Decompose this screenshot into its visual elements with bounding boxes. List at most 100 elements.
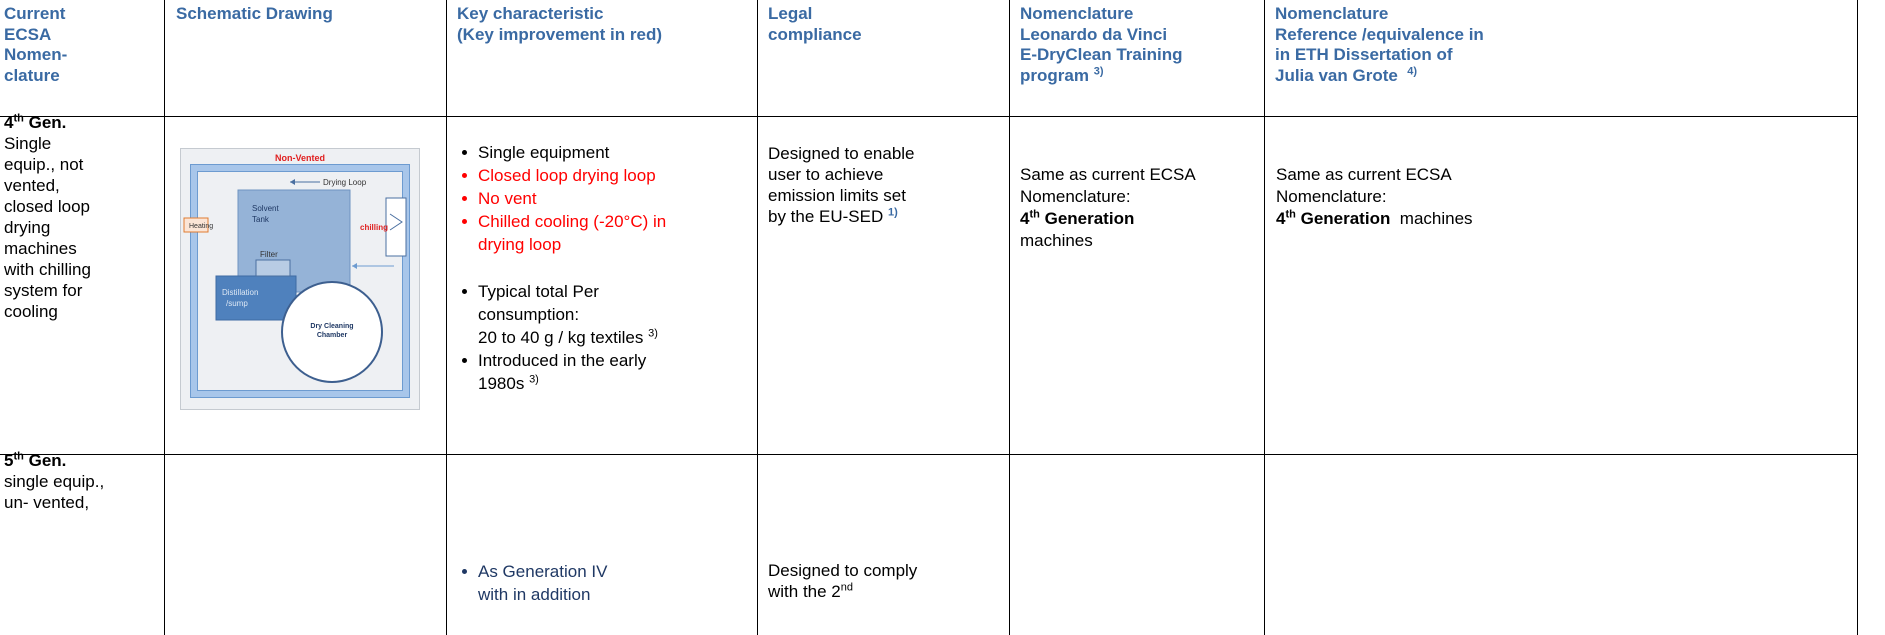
superscript: th xyxy=(1285,208,1296,221)
bullet-line: 20 to 40 g / kg textiles 3) xyxy=(478,326,753,349)
bullet-line: consumption: xyxy=(478,303,753,326)
bullet-item: Chilled cooling (-20°C) in drying loop xyxy=(458,210,753,256)
header-text: Nomen- xyxy=(4,45,68,64)
nomenclature-text: Same as current ECSA xyxy=(1020,165,1196,184)
drawing-label: Heating xyxy=(189,223,213,230)
column-border xyxy=(446,0,447,635)
footnote-ref: 4) xyxy=(1407,64,1418,77)
description-text: equip., not xyxy=(4,155,84,174)
header-text: in ETH Dissertation of xyxy=(1275,45,1453,64)
header-cell: Nomenclature Reference /equivalence in i… xyxy=(1275,4,1850,86)
drying-loop-edge xyxy=(190,164,410,398)
header-text: Current xyxy=(4,4,66,23)
description-text: single equip., xyxy=(4,472,105,491)
bullet-text: Chilled cooling (-20°C) in xyxy=(478,212,667,231)
legal-text: with the 2 xyxy=(768,582,841,601)
characteristics-cell: As Generation IV with in addition xyxy=(458,560,753,606)
drawing-label: Tank xyxy=(252,215,270,224)
header-text: compliance xyxy=(768,24,862,44)
bullet-line: Chilled cooling (-20°C) in xyxy=(478,210,753,233)
bullet-line: Typical total Per xyxy=(478,280,753,303)
footnote-ref: 3) xyxy=(648,327,658,340)
header-text: Leonardo da Vinci xyxy=(1020,24,1168,44)
bullet-text: Introduced in the early xyxy=(478,351,647,370)
drawing-label: /sump xyxy=(226,299,248,308)
description-text: Single xyxy=(4,134,52,153)
description-text: closed loop xyxy=(4,197,91,216)
header-cell: Nomenclature Leonardo da Vinci E-DryClea… xyxy=(1020,4,1260,86)
bullet-text: consumption: xyxy=(478,305,580,324)
generation-number: 4 xyxy=(1276,209,1286,228)
footnote-ref: 3) xyxy=(529,373,539,386)
header-text: Schematic Drawing xyxy=(176,4,333,23)
footnote-ref: 3) xyxy=(1093,64,1104,77)
bullet-item: Introduced in the early 1980s 3) xyxy=(458,349,753,395)
description-text: cooling xyxy=(4,302,58,321)
superscript: th xyxy=(13,450,24,463)
bullet-line: No vent xyxy=(478,187,753,210)
bullet-item: No vent xyxy=(458,187,753,210)
drawing-title: Non-Vented xyxy=(275,153,325,163)
superscript: th xyxy=(1029,208,1040,221)
generation-number: 4 xyxy=(4,113,14,132)
header-text: Legal xyxy=(768,4,813,23)
generation-label: Generation xyxy=(1300,209,1391,228)
row-border xyxy=(0,454,1858,455)
distillation-sump xyxy=(215,275,297,321)
bullet-line: with in addition xyxy=(478,583,753,606)
nomenclature-text: Nomenclature: xyxy=(1276,187,1387,206)
nomenclature-text: Nomenclature: xyxy=(1020,187,1131,206)
arrow-head xyxy=(290,179,295,185)
header-text: clature xyxy=(4,65,60,85)
column-border xyxy=(1857,0,1858,635)
generation-cell: 5th Gen. single equip., un- vented, xyxy=(4,450,159,513)
legal-cell: Designed to comply with the 2nd xyxy=(768,560,1003,602)
chiller xyxy=(385,197,407,257)
cleaning-chamber xyxy=(281,281,383,383)
bullet-item: Single equipment xyxy=(458,141,753,164)
bullet-line: Closed loop drying loop xyxy=(478,164,753,187)
row-border xyxy=(0,116,1858,117)
generation-label: Gen. xyxy=(28,113,67,132)
bullet-line: Single equipment xyxy=(478,141,753,164)
bullet-text: As Generation IV xyxy=(478,562,608,581)
characteristics-cell: Single equipment Closed loop drying loop N… xyxy=(458,141,753,395)
generation-cell: 4th Gen. Single equip., not vented, clos… xyxy=(4,112,159,322)
legal-text: emission limits set xyxy=(768,186,906,205)
bullet-item: Closed loop drying loop xyxy=(458,164,753,187)
header-text: E-DryClean Training xyxy=(1020,45,1183,64)
bullet-line: As Generation IV xyxy=(478,560,753,583)
header-cell: Key characteristic (Key improvement in r… xyxy=(457,4,752,45)
drawing-label: Distillation xyxy=(222,288,258,297)
bullet-text: Closed loop drying loop xyxy=(478,166,656,185)
arrow-head xyxy=(352,263,357,269)
legal-cell: Designed to enable user to achieve emiss… xyxy=(768,143,1003,227)
column-border xyxy=(164,0,165,635)
description-text: vented, xyxy=(4,176,60,195)
nomenclature-text: machines xyxy=(1399,209,1473,228)
drying-loop xyxy=(190,164,410,398)
description-text: drying xyxy=(4,218,51,237)
nomenclature-text: Same as current ECSA xyxy=(1276,165,1452,184)
legal-text: user to achieve xyxy=(768,165,884,184)
drawing-label: Chamber xyxy=(317,332,348,339)
bullet-text: Typical total Per xyxy=(478,282,599,301)
bullet-item: Typical total Per consumption: 20 to 40 g … xyxy=(458,280,753,349)
bullet-text: 1980s xyxy=(478,374,525,393)
header-text: Key characteristic xyxy=(457,4,604,23)
description-text: un- vented, xyxy=(4,493,90,512)
column-border xyxy=(1009,0,1010,635)
legal-text: by the EU-SED xyxy=(768,207,884,226)
bullet-text: No vent xyxy=(478,189,537,208)
bullet-line: 1980s 3) xyxy=(478,372,753,395)
header-text: Julia van Grote xyxy=(1275,65,1398,85)
header-text: (Key improvement in red) xyxy=(457,24,662,44)
bullet-text: with in addition xyxy=(478,585,591,604)
legal-text: Designed to enable xyxy=(768,144,915,163)
filter xyxy=(255,259,291,277)
generation-number: 5 xyxy=(4,451,14,470)
superscript: nd xyxy=(840,581,854,594)
nomenclature-cell: Same as current ECSA Nomenclature: 4th G… xyxy=(1276,164,1851,230)
header-text: ECSA xyxy=(4,24,52,44)
